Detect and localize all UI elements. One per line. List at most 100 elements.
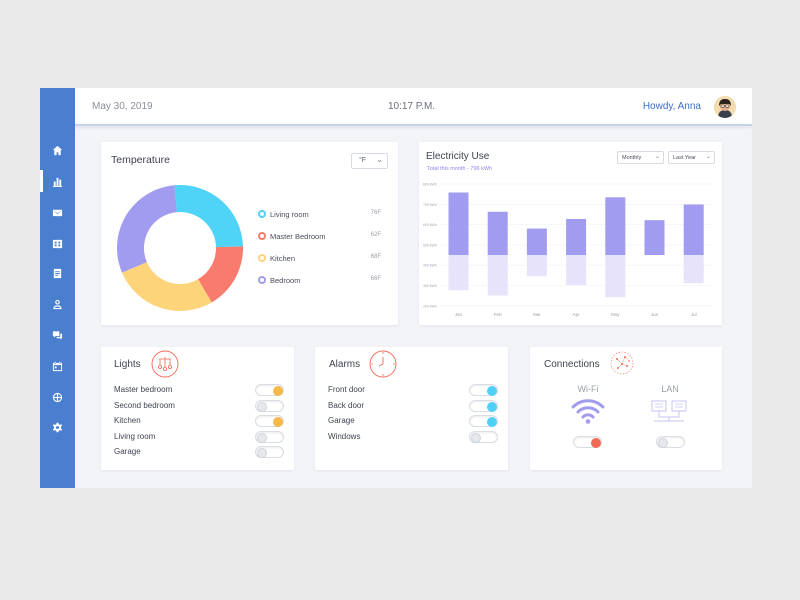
sidebar — [40, 88, 75, 488]
dashboard-window: May 30, 2019 10:17 P.M. Howdy, Anna Temp… — [40, 88, 752, 488]
alarm-toggle-windows[interactable] — [469, 431, 498, 443]
connections-card: Connections Wi-Fi LAN — [530, 347, 722, 470]
period-select[interactable]: Monthly ⌄ — [617, 151, 664, 164]
sidebar-item-documents[interactable] — [40, 260, 75, 286]
light-label-kitchen: Kitchen — [114, 416, 141, 425]
alarms-card: Alarms Front door Back door Garage Windo… — [315, 347, 508, 470]
light-toggle-kitchen[interactable] — [255, 415, 284, 427]
toggle-knob — [487, 386, 497, 396]
legend-dot — [258, 254, 266, 262]
chat-icon — [52, 330, 63, 340]
light-toggle-second-bedroom[interactable] — [255, 400, 284, 412]
temperature-donut-chart — [117, 185, 244, 311]
lights-card: Lights Master bedroom Second bedroom Kit… — [101, 347, 294, 470]
toggle-knob — [273, 417, 283, 427]
alarm-toggle-front-door[interactable] — [469, 384, 498, 396]
range-value: Last Year — [673, 155, 696, 161]
bar-lower — [566, 255, 587, 285]
legend-item-master-bedroom: Master Bedroom 62F — [258, 231, 388, 243]
sidebar-item-chat[interactable] — [40, 322, 75, 348]
bar-lower — [605, 255, 626, 298]
bar-upper — [487, 211, 508, 256]
x-tick-label: Mar — [533, 312, 541, 317]
room-name: Kitchen — [270, 254, 296, 263]
mail-icon — [52, 209, 63, 216]
light-label-master-bedroom: Master bedroom — [114, 385, 173, 394]
toggle-knob — [257, 448, 267, 458]
x-tick-label: May — [611, 312, 620, 317]
document-icon — [53, 268, 62, 278]
connections-title: Connections — [544, 359, 600, 370]
legend-dot — [258, 210, 266, 218]
light-toggle-living-room[interactable] — [255, 431, 284, 443]
calendar-grid-icon — [52, 239, 63, 248]
light-label-living-room: Living room — [114, 432, 156, 441]
network-globe-icon — [610, 351, 634, 375]
electricity-total: Total this month - 796 kWh — [427, 166, 493, 172]
bar-lower — [526, 255, 547, 277]
globe-icon — [52, 392, 63, 402]
chevron-down-icon: ⌄ — [705, 154, 711, 160]
bar-chart-icon — [52, 177, 63, 187]
legend-item-kitchen: Kitchen 68F — [258, 253, 388, 265]
alarm-toggle-back-door[interactable] — [469, 400, 498, 412]
temperature-unit-value: °F — [359, 157, 367, 164]
sidebar-item-profile[interactable] — [40, 291, 75, 317]
sidebar-item-calendar[interactable] — [40, 353, 75, 379]
legend-dot — [258, 276, 266, 284]
calendar-icon — [52, 361, 63, 371]
sidebar-item-home[interactable] — [40, 137, 75, 163]
light-label-second-bedroom: Second bedroom — [114, 401, 175, 410]
room-temperature: 66F — [370, 276, 381, 282]
x-tick-label: Jan — [455, 312, 463, 317]
current-date: May 30, 2019 — [92, 101, 153, 112]
temperature-unit-select[interactable]: °F ⌄ — [351, 153, 388, 169]
room-name: Bedroom — [270, 276, 301, 285]
avatar[interactable] — [714, 96, 736, 118]
user-greeting[interactable]: Howdy, Anna — [642, 101, 701, 112]
bar-upper — [605, 197, 626, 256]
alarm-label-garage: Garage — [328, 416, 355, 425]
light-toggle-garage[interactable] — [255, 446, 284, 458]
x-tick-label: Feb — [494, 312, 502, 317]
lan-toggle[interactable] — [656, 436, 685, 448]
alarm-toggle-garage[interactable] — [469, 415, 498, 427]
electricity-card: Electricity Use Total this month - 796 k… — [419, 142, 722, 325]
temperature-title: Temperature — [111, 154, 170, 166]
bar-upper — [526, 228, 547, 256]
sidebar-item-settings[interactable] — [40, 414, 75, 440]
bar-upper — [566, 218, 587, 256]
sidebar-item-statistics[interactable] — [40, 168, 75, 194]
bar-upper — [448, 192, 469, 256]
alarm-label-windows: Windows — [328, 432, 361, 441]
y-tick-label: 800 kWh — [423, 183, 437, 187]
sidebar-item-messages[interactable] — [40, 199, 75, 225]
room-name: Master Bedroom — [270, 232, 326, 241]
range-select[interactable]: Last Year ⌄ — [668, 151, 715, 164]
lan-label: LAN — [661, 384, 679, 394]
toggle-knob — [658, 438, 668, 448]
chevron-down-icon: ⌄ — [376, 155, 383, 164]
toggle-knob — [487, 417, 497, 427]
toggle-knob — [471, 433, 481, 443]
temperature-card: Temperature °F ⌄ Living room 76F Master … — [101, 142, 398, 325]
chevron-down-icon: ⌄ — [654, 154, 660, 160]
sidebar-item-schedule[interactable] — [40, 230, 75, 256]
current-time: 10:17 P.M. — [388, 101, 436, 112]
legend-dot — [258, 232, 266, 240]
chandelier-icon — [151, 350, 179, 378]
y-tick-label: 500 kWh — [423, 243, 437, 247]
light-label-garage: Garage — [114, 447, 141, 456]
y-tick-label: 600 kWh — [423, 223, 437, 227]
light-toggle-master-bedroom[interactable] — [255, 384, 284, 396]
sidebar-item-network[interactable] — [40, 384, 75, 410]
x-tick-label: Apr — [573, 312, 581, 317]
donut-slice — [198, 246, 244, 303]
bar-lower — [448, 255, 469, 291]
donut-slice — [117, 185, 177, 273]
wifi-toggle[interactable] — [573, 436, 602, 448]
room-name: Living room — [270, 210, 309, 219]
bar-upper — [683, 204, 704, 256]
wifi-icon — [571, 399, 605, 424]
bar-lower — [487, 255, 508, 296]
